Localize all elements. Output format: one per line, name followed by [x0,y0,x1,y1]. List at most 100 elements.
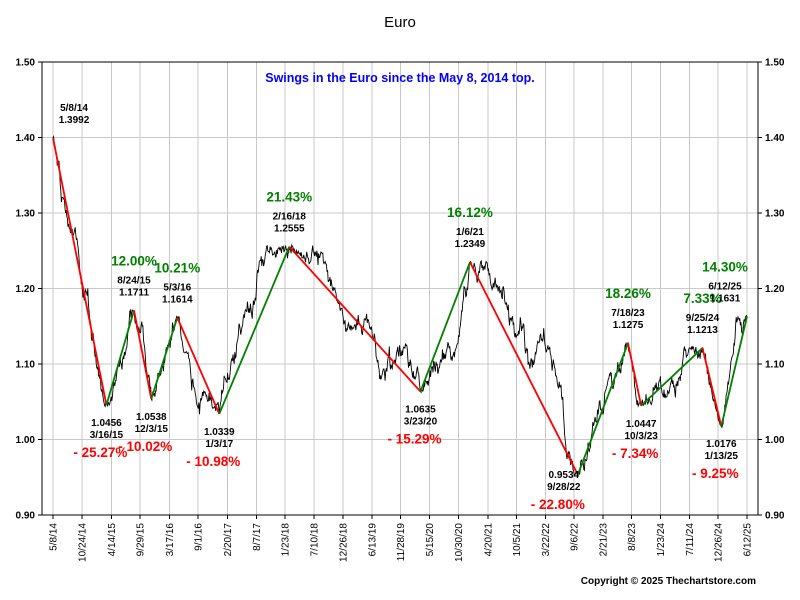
swing-date-label: 5/8/14 [60,103,88,114]
x-axis-label: 1/23/24 [656,523,667,557]
swing-price-label: 1.0635 [405,405,436,416]
swing-pct-label: 16.12% [447,205,493,220]
x-axis-label: 8/7/17 [252,523,263,551]
x-axis-label: 1/23/18 [281,523,292,557]
swing-price-label: 1.1614 [162,295,193,306]
x-axis-label: 9/6/22 [570,523,581,551]
swing-date-label: 5/3/16 [163,283,191,294]
y-axis-label-right: 0.90 [765,511,785,522]
x-axis-label: 4/20/21 [483,523,494,557]
swing-date-label: 1/13/25 [705,451,739,462]
swing-pct-label: 7.33% [683,291,721,306]
y-axis-label-right: 1.50 [765,58,785,69]
swing-date-label: 1/6/21 [456,227,484,238]
y-axis-label-left: 1.50 [16,58,36,69]
swing-pct-label: 10.21% [154,261,200,276]
swing-pct-label: - 15.29% [387,432,441,447]
swing-date-label: 3/23/20 [404,417,438,428]
swing-pct-label: - 22.80% [531,497,585,512]
y-axis-label-right: 1.00 [765,435,785,446]
y-axis-label-right: 1.20 [765,284,785,295]
swing-pct-label: 12.00% [111,253,157,268]
copyright-notice: Copyright © 2025 Thechartstore.com [580,576,756,587]
y-axis-label-right: 1.10 [765,360,785,371]
x-axis-label: 6/13/19 [367,523,378,557]
y-axis-label-left: 1.20 [16,284,36,295]
x-axis-label: 8/8/23 [627,523,638,551]
swing-date-label: 2/16/18 [273,212,307,223]
swing-line-up [640,347,704,407]
swing-date-label: 3/16/15 [90,430,124,441]
x-axis-label: 5/15/20 [425,523,436,557]
x-axis-label: 3/17/16 [165,523,176,557]
swing-line-down [627,343,643,406]
swing-line-down [469,261,579,476]
y-axis-label-left: 1.40 [16,133,36,144]
swing-price-label: 0.9534 [549,470,580,481]
y-axis-label-right: 1.30 [765,209,785,220]
x-axis-label: 12/26/24 [714,523,725,562]
swing-price-label: 1.0176 [706,439,737,450]
swing-line-up [105,310,135,406]
swing-price-label: 1.1631 [710,293,741,304]
swing-price-label: 1.1275 [613,320,644,331]
x-axis-label: 4/14/15 [107,523,118,557]
swing-pct-label: - 7.34% [612,446,659,461]
y-axis-label-right: 1.40 [765,133,785,144]
swing-pct-label: - 10.98% [186,454,240,469]
swing-pct-label: - 9.25% [692,466,739,481]
swing-price-label: 1.2555 [274,224,305,235]
plot-frame [41,61,759,516]
swing-line-up [150,317,179,400]
swing-date-label: 8/24/15 [117,275,151,286]
y-axis-label-left: 1.10 [16,360,36,371]
swing-pct-label: - 10.02% [118,439,172,454]
x-axis-label: 10/30/20 [454,523,465,562]
swing-line-down [52,137,108,406]
swing-price-label: 1.0339 [204,427,235,438]
y-axis-label-left: 1.00 [16,435,36,446]
x-axis-label: 10/24/14 [77,523,88,562]
swing-date-label: 10/3/23 [624,431,658,442]
swing-line-up [218,246,291,415]
swing-line-up [576,342,629,476]
swing-line-up [419,261,471,392]
swing-pct-label: 14.30% [702,259,748,274]
swing-pct-label: 21.43% [266,190,312,205]
swing-price-label: 1.3992 [59,115,90,126]
swing-date-label: 9/28/22 [547,482,581,493]
swing-line-down [176,317,221,415]
swing-price-label: 1.1213 [687,325,718,336]
x-axis-label: 3/22/22 [541,523,552,557]
x-axis-label: 5/8/14 [49,523,60,551]
x-axis-label: 7/11/24 [685,523,696,556]
y-axis-label-left: 0.90 [16,511,36,522]
x-axis-label: 11/28/19 [396,523,407,562]
swing-date-label: 9/25/24 [686,313,720,324]
swing-date-label: 7/18/23 [611,308,645,319]
x-axis-label: 2/20/17 [223,523,234,557]
x-axis-label: 10/5/21 [512,523,523,557]
x-axis-label: 2/21/23 [598,523,609,557]
swing-date-label: 12/3/15 [135,424,169,435]
swing-line-up [720,316,748,427]
x-axis-label: 9/1/16 [194,523,205,551]
y-axis-label-left: 1.30 [16,209,36,220]
swing-line-down [701,347,723,427]
swing-pct-label: 18.26% [605,286,651,301]
chart-subtitle: Swings in the Euro since the May 8, 2014… [265,71,535,85]
swing-pct-label: - 25.27% [73,445,127,460]
swing-date-label: 1/3/17 [205,439,233,450]
x-axis-label: 12/26/18 [338,523,349,562]
x-axis-label: 9/29/15 [136,523,147,557]
swing-line-down [133,310,153,400]
swing-price-label: 1.0456 [91,418,122,429]
swing-price-label: 1.1711 [119,287,149,298]
swing-date-label: 6/12/25 [708,281,742,292]
chart-title: Euro [384,14,416,31]
swing-line-down [288,245,422,393]
swing-price-label: 1.0447 [626,419,657,430]
x-axis-label: 6/12/25 [743,523,754,557]
